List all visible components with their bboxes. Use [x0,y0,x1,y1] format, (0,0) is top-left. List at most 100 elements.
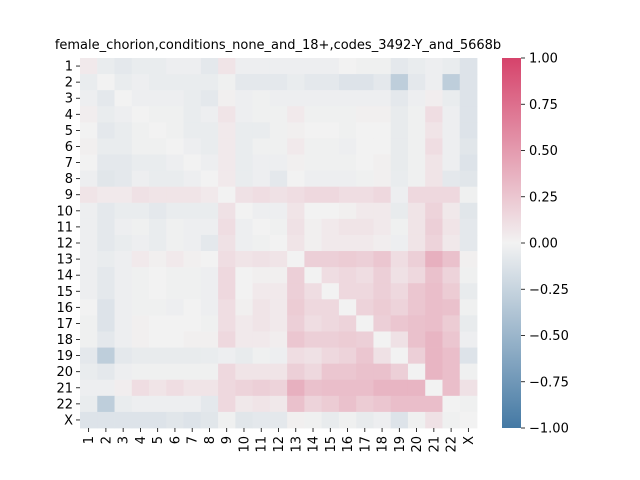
heatmap-cell [114,331,133,348]
heatmap-cell [321,283,340,300]
heatmap-cell [200,202,219,220]
y-tick-label: 15 [56,285,73,300]
heatmap-cell [321,122,340,139]
heatmap-cell [131,299,150,316]
heatmap-cell [390,122,409,139]
heatmap-cell [200,122,219,139]
heatmap-cell [442,299,461,316]
heatmap-cell [235,154,254,172]
heatmap-cell [252,202,271,220]
heatmap-cell [459,363,478,381]
heatmap-cell [287,283,305,300]
heatmap-cell [304,331,323,348]
colorbar-tick-label: −0.75 [529,375,569,390]
heatmap-cell [390,267,409,284]
heatmap-cell [269,122,288,139]
heatmap-cell [373,347,392,365]
heatmap-cell [149,283,167,300]
heatmap-cell [269,251,288,268]
heatmap-cell [356,379,374,397]
heatmap-cell [218,379,236,397]
heatmap-cell [338,315,357,332]
heatmap-cell [390,106,409,123]
heatmap-cell [287,202,305,220]
heatmap-cell [269,283,288,300]
heatmap-cell [149,122,167,139]
heatmap-cell [131,251,150,268]
heatmap-cell [425,299,443,316]
x-tick-label: 16 [341,436,356,453]
heatmap-cell [183,234,202,252]
heatmap-cell [149,363,167,381]
heatmap-cell [183,138,202,155]
heatmap-cell [200,315,219,332]
heatmap-cell [200,379,219,397]
heatmap-cell [442,267,461,284]
heatmap-cell [442,218,461,236]
heatmap-cell [442,363,461,381]
heatmap-cell [304,267,323,284]
heatmap-cell [131,363,150,381]
heatmap-cell [235,234,254,252]
heatmap-cell [80,379,98,397]
heatmap-cell [287,251,305,268]
x-tick-label: 9 [220,436,235,444]
heatmap-cell [356,218,374,236]
heatmap-cell [114,186,133,204]
heatmap-cell [235,90,254,107]
heatmap-cell [390,379,409,397]
heatmap-cell [390,283,409,300]
y-tick-label: 22 [56,397,73,412]
heatmap-cell [356,58,374,75]
heatmap-cell [338,74,357,91]
heatmap-cell [252,267,271,284]
heatmap-cell [252,411,271,429]
heatmap-cell [459,315,478,332]
heatmap-cell [97,138,115,155]
heatmap-cell [407,363,426,381]
heatmap-cell [114,170,133,188]
heatmap-cell [149,170,167,188]
heatmap-cell [218,234,236,252]
heatmap-cell [407,90,426,107]
heatmap-cell [166,331,184,348]
heatmap-cell [149,299,167,316]
heatmap-cell [425,363,443,381]
heatmap-cell [269,347,288,365]
heatmap-cell [80,202,98,220]
heatmap-cell [269,170,288,188]
heatmap-cell [80,122,98,139]
heatmap-cell [200,154,219,172]
heatmap-cell [166,202,184,220]
heatmap-cell [356,202,374,220]
heatmap-cell [356,90,374,107]
x-tick-label: 19 [393,436,408,453]
heatmap-cell [373,363,392,381]
heatmap-cell [235,283,254,300]
heatmap-cell [200,363,219,381]
heatmap-cell [114,90,133,107]
heatmap-cell [252,138,271,155]
heatmap-cell [114,202,133,220]
heatmap-cell [459,347,478,365]
heatmap-cell [338,154,357,172]
heatmap-cell [114,58,133,75]
heatmap-cell [183,58,202,75]
heatmap-cell [442,411,461,429]
heatmap-cell [321,299,340,316]
heatmap-cell [269,234,288,252]
heatmap-cell [235,122,254,139]
heatmap-cell [131,347,150,365]
heatmap-cell [166,379,184,397]
heatmap-cell [166,122,184,139]
heatmap-cell [338,106,357,123]
heatmap-cell [390,395,409,413]
heatmap-cell [131,283,150,300]
heatmap-cell [373,154,392,172]
heatmap-cell [338,138,357,155]
heatmap-cell [114,138,133,155]
heatmap-cell [373,379,392,397]
heatmap-cell [390,218,409,236]
x-tick-label: 12 [272,436,287,453]
heatmap-cell [200,267,219,284]
